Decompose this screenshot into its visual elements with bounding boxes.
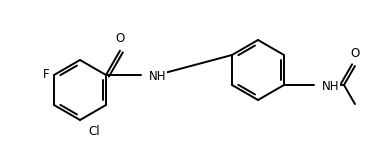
- Text: F: F: [42, 69, 49, 81]
- Text: O: O: [115, 32, 125, 45]
- Text: Cl: Cl: [88, 125, 100, 138]
- Text: NH: NH: [149, 71, 167, 83]
- Text: O: O: [350, 47, 359, 60]
- Text: NH: NH: [322, 81, 339, 93]
